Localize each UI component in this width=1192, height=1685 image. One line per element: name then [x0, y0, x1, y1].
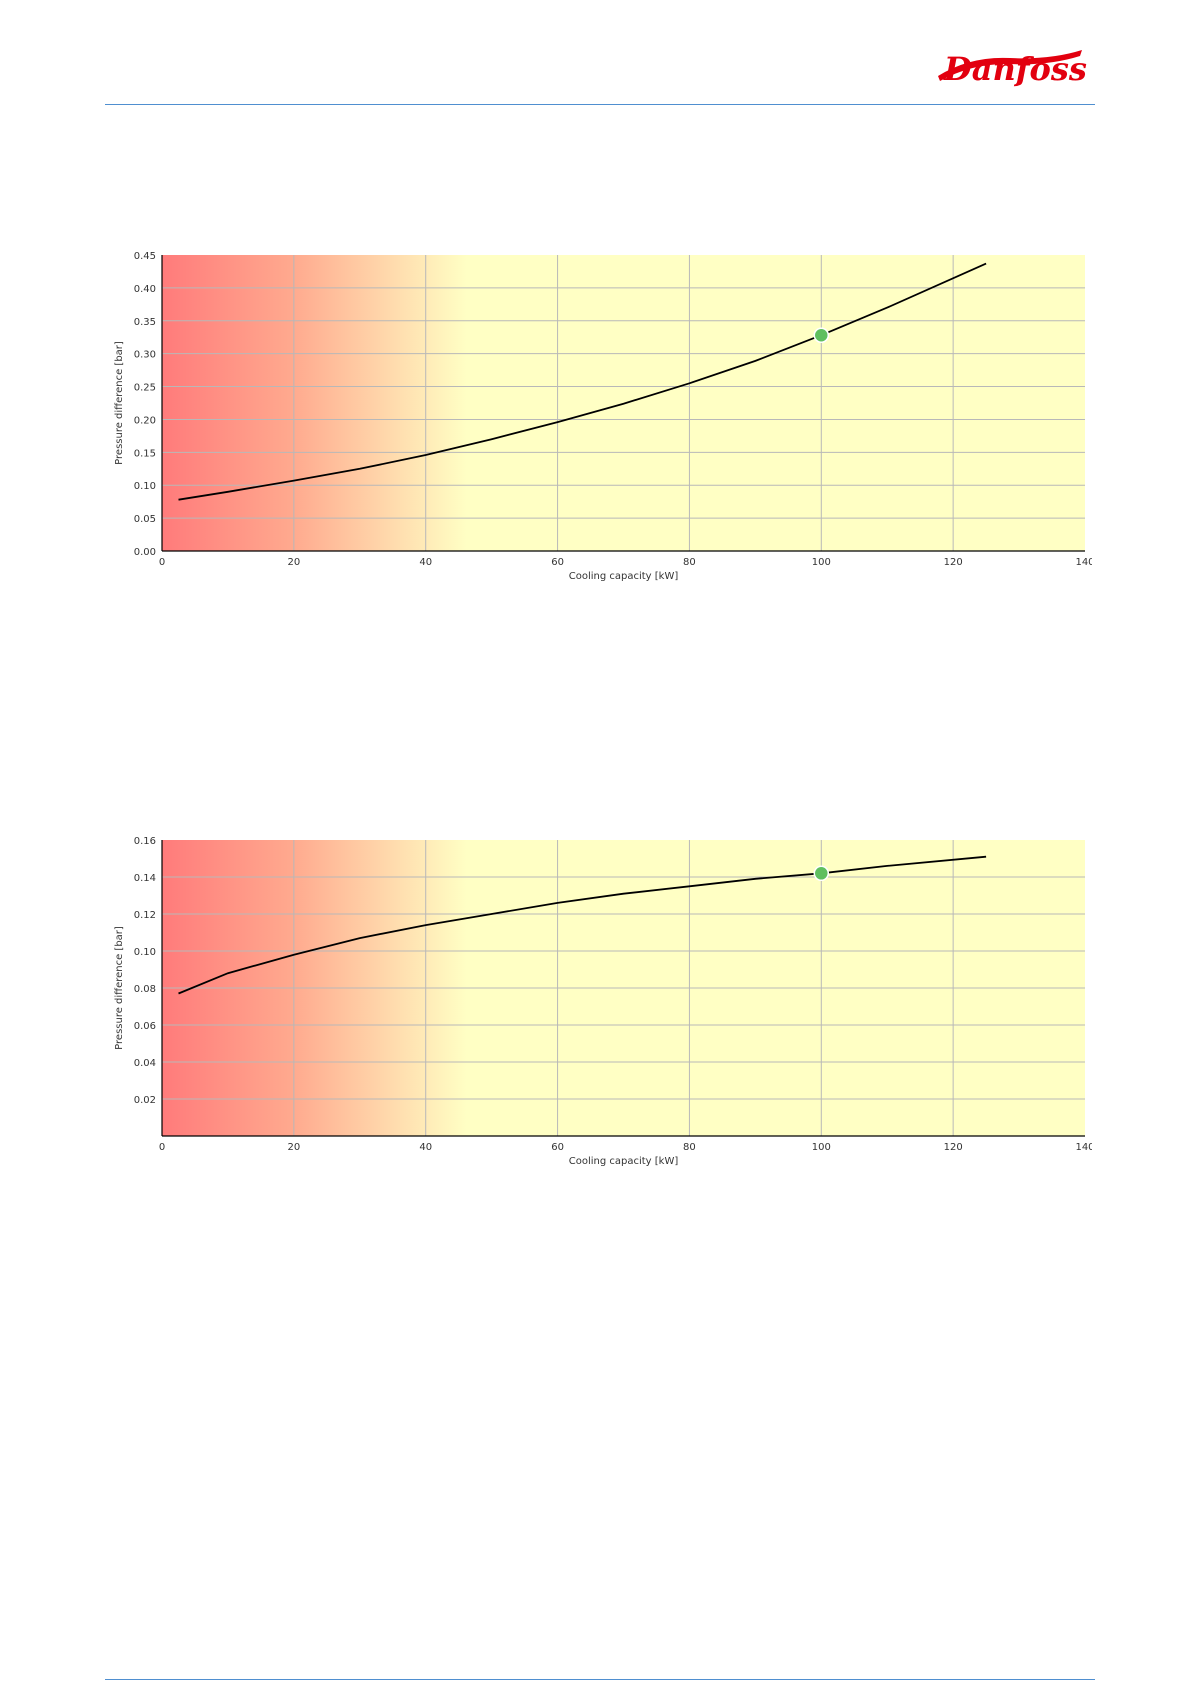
y-tick-label: 0.14 [134, 873, 156, 884]
operating-point [813, 865, 830, 882]
x-tick-label: 100 [812, 1142, 831, 1153]
x-tick-label: 120 [944, 1142, 963, 1153]
x-tick-label: 0 [159, 557, 165, 568]
x-tick-label: 140 [1075, 1142, 1092, 1153]
y-tick-label: 0.10 [134, 947, 156, 958]
footer-rule [105, 1679, 1095, 1680]
y-tick-label: 0.04 [134, 1058, 156, 1069]
y-tick-label: 0.10 [134, 481, 156, 492]
y-tick-label: 0.05 [134, 514, 156, 525]
x-tick-label: 20 [287, 1142, 300, 1153]
danfoss-logo: Danfoss [938, 50, 1087, 88]
x-tick-label: 80 [683, 1142, 696, 1153]
y-tick-label: 0.16 [134, 836, 156, 847]
y-axis-label: Pressure difference [bar] [114, 926, 125, 1050]
y-tick-label: 0.25 [134, 383, 156, 394]
y-tick-label: 0.35 [134, 317, 156, 328]
x-tick-label: 0 [159, 1142, 165, 1153]
header-rule [105, 104, 1095, 105]
y-tick-label: 0.12 [134, 910, 156, 921]
y-tick-label: 0.06 [134, 1021, 156, 1032]
x-axis-label: Cooling capacity [kW] [569, 1156, 679, 1167]
x-tick-label: 60 [551, 557, 564, 568]
x-tick-label: 40 [419, 1142, 432, 1153]
y-tick-label: 0.00 [134, 547, 156, 558]
y-tick-label: 0.30 [134, 350, 156, 361]
x-axis-label: Cooling capacity [kW] [569, 571, 679, 582]
x-tick-label: 40 [419, 557, 432, 568]
y-tick-label: 0.08 [134, 984, 156, 995]
logo-text: Danfoss [943, 50, 1087, 88]
x-tick-label: 60 [551, 1142, 564, 1153]
chart-pressure-difference-1: 0 20 40 60 80 100 120 140 0.00 0.05 0.10 0.15 0.20 0.… [114, 251, 1092, 582]
operating-point [813, 327, 830, 343]
y-tick-label: 0.20 [134, 415, 156, 426]
y-tick-label: 0.15 [134, 448, 156, 459]
y-tick-label: 0.02 [134, 1095, 156, 1106]
x-tick-label: 100 [812, 557, 831, 568]
x-tick-label: 20 [287, 557, 300, 568]
chart-pressure-difference-2: 0 20 40 60 80 100 120 140 0.02 0.04 0.06 0.08 0.10 0.… [114, 836, 1092, 1167]
x-tick-label: 120 [944, 557, 963, 568]
x-tick-label: 140 [1075, 557, 1092, 568]
y-axis-label: Pressure difference [bar] [114, 341, 125, 465]
y-tick-label: 0.40 [134, 284, 156, 295]
y-tick-label: 0.45 [134, 251, 156, 262]
x-tick-label: 80 [683, 557, 696, 568]
